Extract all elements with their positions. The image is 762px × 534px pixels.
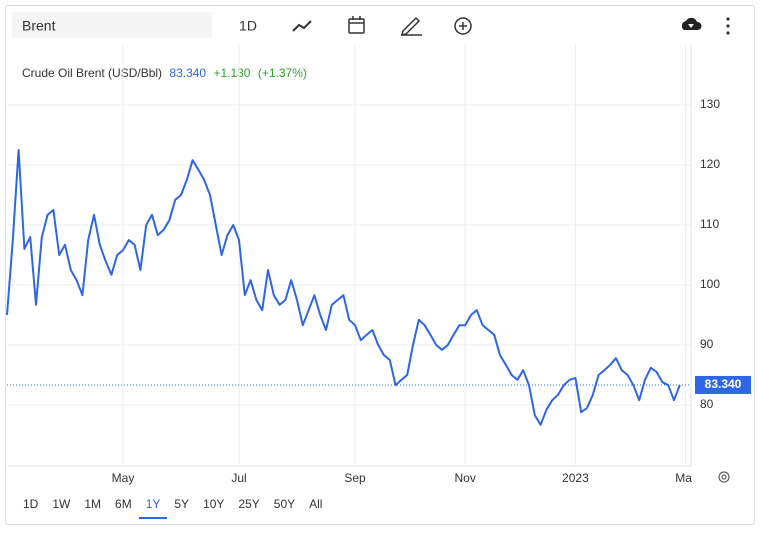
- x-tick-label: Sep: [344, 471, 366, 485]
- range-button[interactable]: 25Y: [238, 497, 260, 511]
- range-button[interactable]: 10Y: [203, 497, 225, 511]
- price-change: +1.130: [213, 66, 250, 80]
- interval-button[interactable]: 1D: [239, 18, 257, 34]
- last-price-badge-label: 83.340: [705, 377, 742, 391]
- x-tick-label: May: [112, 471, 135, 485]
- range-button[interactable]: 5Y: [174, 497, 190, 511]
- y-tick-label: 80: [700, 397, 714, 411]
- range-button[interactable]: 1D: [23, 497, 39, 511]
- y-tick-label: 90: [700, 337, 714, 351]
- x-tick-label: 2023: [562, 471, 589, 485]
- search-box[interactable]: [12, 12, 212, 38]
- range-button[interactable]: 1W: [52, 497, 71, 511]
- x-axis-labels: May Jul Sep Nov 2023 Mar: [112, 471, 696, 485]
- chart-type-icon[interactable]: [292, 20, 312, 32]
- add-icon[interactable]: [454, 17, 472, 35]
- x-tick-label: Jul: [231, 471, 246, 485]
- y-tick-label: 110: [700, 217, 719, 231]
- y-tick-label: 120: [700, 157, 720, 171]
- download-icon[interactable]: [681, 17, 702, 30]
- y-tick-label: 130: [700, 97, 720, 111]
- chart-widget: [5, 5, 755, 525]
- x-tick-label: Nov: [455, 471, 476, 485]
- range-selector: 1D 1W 1M 6M 1Y 5Y 10Y 25Y 50Y All: [16, 494, 329, 519]
- draw-icon[interactable]: [400, 16, 422, 37]
- range-button[interactable]: All: [309, 497, 323, 511]
- price-change-pct: (+1.37%): [258, 66, 307, 80]
- y-tick-label: 100: [700, 277, 720, 291]
- last-price-badge: [695, 375, 751, 394]
- chart-header: Crude Oil Brent (USD/Bbl) 83.340 +1.130 …: [22, 66, 307, 80]
- menu-icon[interactable]: [726, 17, 730, 35]
- x-tick-label: Mar: [675, 471, 696, 485]
- range-button[interactable]: 6M: [115, 497, 132, 511]
- range-button[interactable]: 50Y: [273, 497, 296, 511]
- last-price: 83.340: [169, 66, 206, 80]
- search-text[interactable]: Brent: [22, 18, 56, 34]
- calendar-icon[interactable]: [348, 16, 365, 34]
- range-button[interactable]: 1Y: [138, 494, 168, 519]
- price-line: [6, 149, 681, 426]
- settings-icon[interactable]: [718, 471, 730, 483]
- range-button[interactable]: 1M: [84, 497, 102, 511]
- chart-title: Crude Oil Brent (USD/Bbl): [22, 66, 162, 80]
